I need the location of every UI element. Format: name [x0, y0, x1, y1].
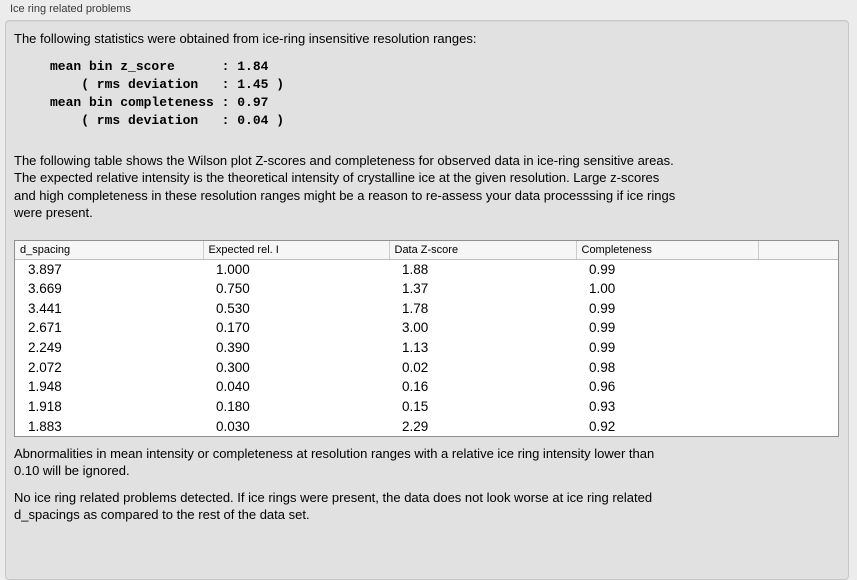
table-cell: 0.99 [589, 320, 616, 336]
table-cell: 0.02 [402, 359, 429, 375]
group-box-label: Ice ring related problems [10, 3, 132, 15]
table-row[interactable]: 2.249 0.390 1.13 0.99 [15, 338, 838, 358]
table-cell: 0.99 [589, 261, 616, 277]
table-cell: 1.918 [28, 399, 62, 415]
column-header-d-spacing[interactable]: d_spacing [15, 241, 203, 260]
table-cell: 1.88 [402, 261, 429, 277]
table-row[interactable]: 1.918 0.180 0.15 0.93 [15, 397, 838, 417]
table-cell: 0.16 [402, 379, 429, 395]
ice-ring-table: d_spacing Expected rel. I Data Z-score C… [15, 241, 838, 436]
ignore-threshold-note: Abnormalities in mean intensity or compl… [14, 446, 655, 479]
table-cell: 3.669 [28, 281, 62, 297]
ice-ring-panel: The following statistics were obtained f… [5, 20, 849, 580]
column-header-expected-rel-i[interactable]: Expected rel. I [202, 241, 389, 260]
table-cell: 2.671 [28, 320, 62, 336]
table-cell: 0.530 [216, 300, 250, 316]
table-cell: 0.170 [216, 320, 250, 336]
table-cell: 0.300 [216, 359, 250, 375]
table-cell: 2.249 [28, 340, 62, 356]
intro-text: The following statistics were obtained f… [14, 31, 477, 46]
table-cell: 0.92 [589, 418, 616, 434]
table-cell: 3.897 [28, 261, 62, 277]
table-cell: 0.99 [589, 300, 616, 316]
table-header-row: d_spacing Expected rel. I Data Z-score C… [15, 241, 838, 260]
ice-ring-report-window: { "window": { "group_label": "Ice ring r… [5, 3, 849, 580]
table-row[interactable]: 3.897 1.000 1.88 0.99 [15, 259, 838, 279]
table-cell: 0.93 [589, 399, 616, 415]
table-cell: 1.13 [402, 340, 429, 356]
table-cell: 1.78 [402, 300, 429, 316]
table-cell: 3.441 [28, 300, 62, 316]
table-cell: 1.948 [28, 379, 62, 395]
table-cell: 0.040 [216, 379, 250, 395]
table-cell: 2.29 [402, 418, 429, 434]
conclusion-text: No ice ring related problems detected. I… [14, 490, 653, 523]
table-row[interactable]: 1.948 0.040 0.16 0.96 [15, 377, 838, 397]
table-cell: 0.96 [589, 379, 616, 395]
table-row[interactable]: 2.671 0.170 3.00 0.99 [15, 318, 838, 338]
table-row[interactable]: 1.883 0.030 2.29 0.92 [15, 417, 838, 437]
table-cell: 0.15 [402, 399, 429, 415]
bin-statistics-block: mean bin z_score : 1.84 ( rms deviation … [50, 59, 285, 128]
table-cell: 0.98 [589, 359, 616, 375]
column-header-data-z-score[interactable]: Data Z-score [388, 241, 576, 260]
table-body: 3.897 1.000 1.88 0.99 3.669 0.750 1.37 1.00 3.44… [15, 259, 838, 436]
table-row[interactable]: 3.441 0.530 1.78 0.99 [15, 298, 838, 318]
ice-ring-table-container[interactable]: d_spacing Expected rel. I Data Z-score C… [14, 240, 839, 438]
table-cell: 1.000 [216, 261, 250, 277]
table-row[interactable]: 3.669 0.750 1.37 1.00 [15, 279, 838, 299]
table-cell: 3.00 [402, 320, 429, 336]
column-header-spacer [757, 241, 838, 260]
table-description-text: The following table shows the Wilson plo… [14, 153, 676, 221]
table-cell: 1.883 [28, 418, 62, 434]
table-cell: 1.00 [589, 281, 616, 297]
table-cell: 0.99 [589, 340, 616, 356]
table-cell: 1.37 [402, 281, 429, 297]
table-row[interactable]: 2.072 0.300 0.02 0.98 [15, 357, 838, 377]
table-cell: 0.030 [216, 418, 250, 434]
table-cell: 2.072 [28, 359, 62, 375]
column-header-completeness[interactable]: Completeness [575, 241, 758, 260]
table-cell: 0.390 [216, 340, 250, 356]
table-cell: 0.750 [216, 281, 250, 297]
table-cell: 0.180 [216, 399, 250, 415]
